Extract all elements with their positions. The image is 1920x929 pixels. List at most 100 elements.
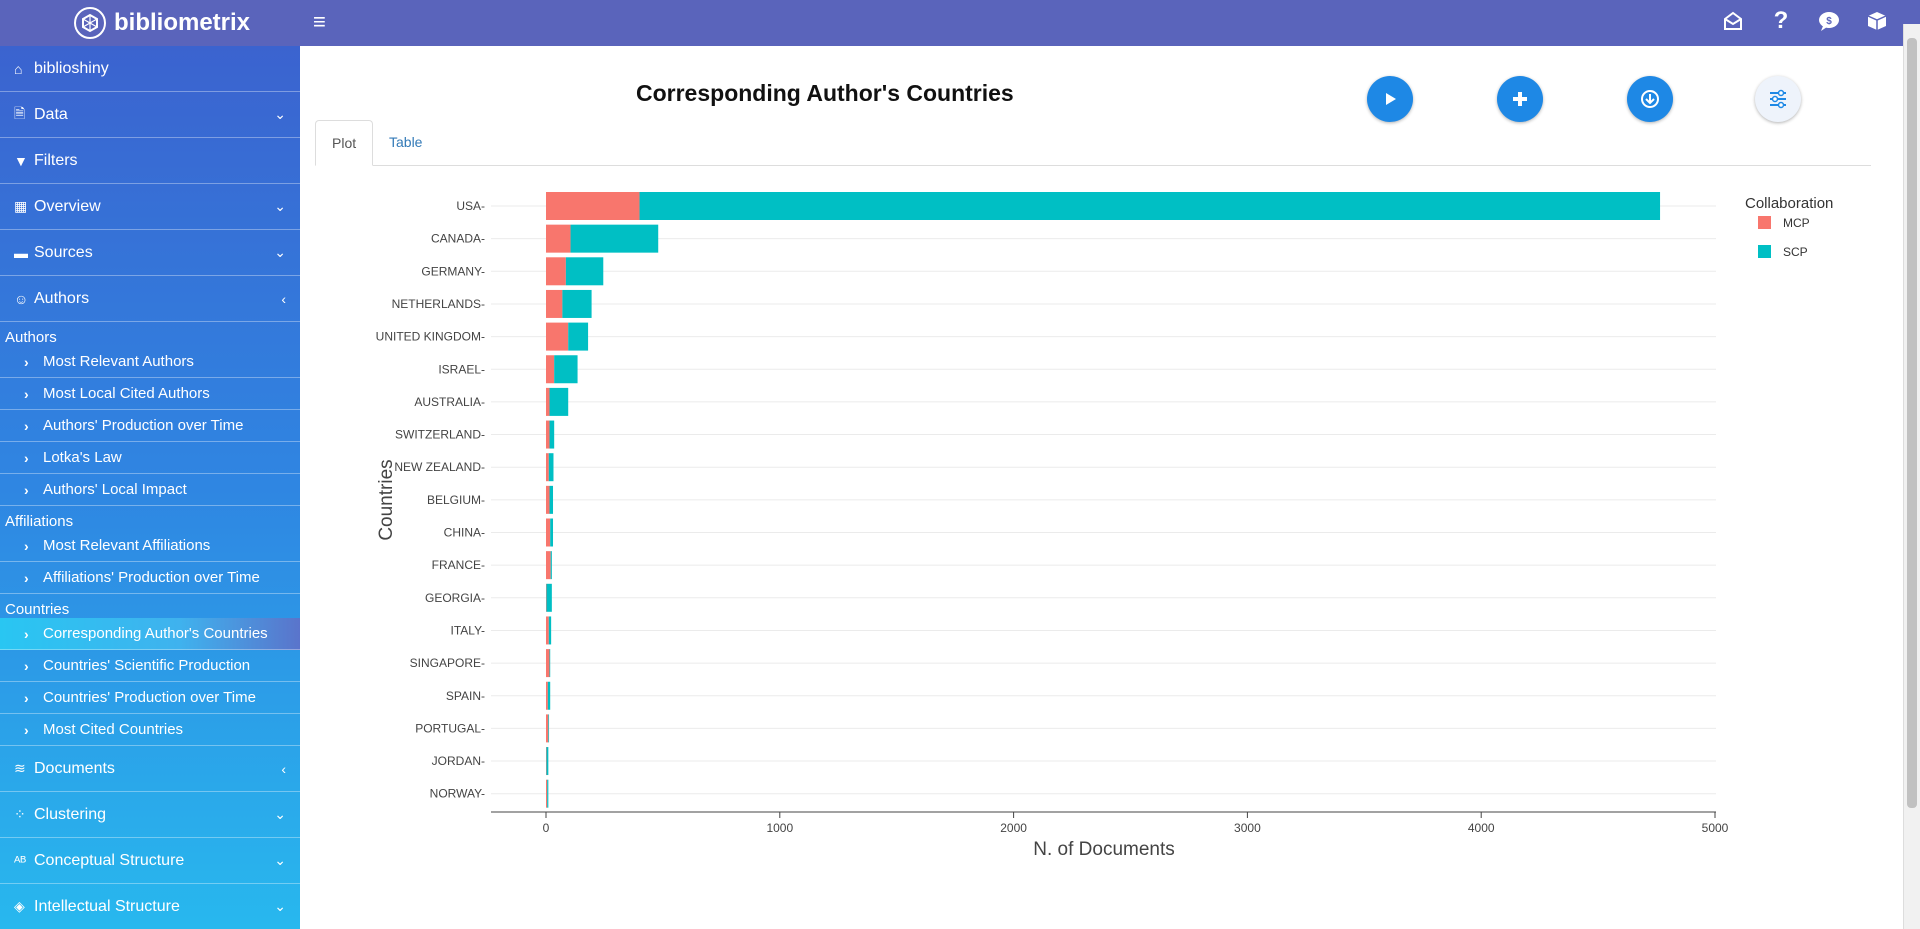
tab-table[interactable]: Table — [389, 134, 423, 150]
package-icon[interactable] — [1864, 8, 1890, 34]
sidebar-item-lotkas-law[interactable]: › Lotka's Law — [0, 442, 300, 474]
chevron-right-icon: › — [24, 625, 29, 642]
mail-icon[interactable] — [1720, 8, 1746, 34]
bar-scp — [547, 681, 551, 710]
plus-icon — [1513, 92, 1527, 106]
options-button[interactable] — [1755, 76, 1801, 122]
grid — [491, 205, 1716, 795]
sidebar-item-filters[interactable]: ▼ Filters — [0, 138, 300, 184]
sidebar-item-authors-production[interactable]: › Authors' Production over Time — [0, 410, 300, 442]
chevron-down-icon: ⌄ — [274, 852, 286, 868]
chevron-right-icon: › — [24, 721, 29, 738]
add-to-report-button[interactable] — [1497, 76, 1543, 122]
chevron-right-icon: › — [24, 481, 29, 498]
y-tick-label: USA- — [456, 199, 485, 213]
sidebar-item-countries-scientific-production[interactable]: › Countries' Scientific Production — [0, 650, 300, 682]
sidebar-item-label: Authors — [34, 289, 90, 307]
sliders-icon — [1770, 89, 1786, 109]
sidebar-item-biblioshiny[interactable]: ⌂ biblioshiny — [0, 46, 300, 92]
sidebar-item-conceptual-structure[interactable]: ᴬᴮ Conceptual Structure ⌄ — [0, 838, 300, 884]
sidebar-item-most-local-cited-authors[interactable]: › Most Local Cited Authors — [0, 378, 300, 410]
sidebar-item-most-relevant-authors[interactable]: › Most Relevant Authors — [0, 346, 300, 378]
sidebar-item-intellectual-structure[interactable]: ◈ Intellectual Structure ⌄ — [0, 884, 300, 929]
chevron-right-icon: › — [24, 417, 29, 434]
bar-scp — [546, 583, 552, 612]
sidebar-item-data[interactable]: 🗎 Data ⌄ — [0, 92, 300, 138]
bar-scp — [547, 779, 549, 808]
y-tick-label: GERMANY- — [421, 264, 485, 278]
help-icon[interactable]: ? — [1773, 7, 1789, 34]
bar-mcp — [546, 551, 551, 580]
chevron-left-icon: ‹ — [281, 290, 286, 307]
y-tick-label: SWITZERLAND- — [395, 428, 485, 442]
spell-check-icon: ᴬᴮ — [14, 852, 27, 869]
chevron-down-icon: ⌄ — [274, 198, 286, 214]
bar-scp — [562, 289, 592, 318]
brand[interactable]: bibliometrix — [74, 4, 250, 42]
y-axis-label: Countries — [376, 459, 397, 540]
scrollbar-thumb[interactable] — [1907, 38, 1917, 808]
y-tick-label: JORDAN- — [432, 754, 485, 768]
play-icon — [1386, 93, 1396, 105]
sidebar-item-overview[interactable]: ▦ Overview ⌄ — [0, 184, 300, 230]
sidebar-item-label: Authors' Local Impact — [43, 481, 187, 498]
bar-mcp — [546, 257, 566, 286]
legend-swatch-scp — [1758, 245, 1771, 258]
sidebar-item-label: Most Relevant Authors — [43, 353, 194, 370]
sidebar-item-label: Filters — [34, 151, 78, 169]
sidebar: ⌂ biblioshiny 🗎 Data ⌄ ▼ Filters ▦ Overv… — [0, 46, 300, 929]
sidebar-item-clustering[interactable]: ⁘ Clustering ⌄ — [0, 792, 300, 838]
y-tick-label: CANADA- — [431, 232, 485, 246]
x-tick-label: 5000 — [1702, 821, 1729, 835]
home-icon: ⌂ — [14, 60, 23, 77]
x-axis-ticks: 0 1000 2000 3000 4000 5000 — [543, 812, 1729, 835]
sidebar-item-most-relevant-affiliations[interactable]: › Most Relevant Affiliations — [0, 530, 300, 562]
bar-mcp — [546, 322, 569, 351]
bar-mcp — [546, 616, 549, 645]
sidebar-item-authors-local-impact[interactable]: › Authors' Local Impact — [0, 474, 300, 506]
donate-chat-icon[interactable]: $ — [1816, 8, 1842, 34]
page-scrollbar[interactable] — [1903, 24, 1920, 929]
bar-mcp — [546, 649, 550, 678]
y-tick-label: NORWAY- — [430, 787, 485, 801]
chevron-right-icon: › — [24, 449, 29, 466]
bar-scp — [548, 616, 552, 645]
bar-mcp — [546, 518, 551, 547]
y-tick-label: ISRAEL- — [438, 362, 485, 376]
brand-name: bibliometrix — [114, 9, 251, 36]
y-tick-label: SPAIN- — [446, 689, 485, 703]
tab-plot[interactable]: Plot — [315, 120, 374, 166]
sidebar-item-authors[interactable]: ☺ Authors ‹ — [0, 276, 300, 322]
sidebar-item-label: Most Local Cited Authors — [43, 385, 210, 402]
sidebar-item-affiliations-production[interactable]: › Affiliations' Production over Time — [0, 562, 300, 594]
download-button[interactable] — [1627, 76, 1673, 122]
sidebar-item-countries-production-time[interactable]: › Countries' Production over Time — [0, 682, 300, 714]
bar-scp — [570, 224, 659, 253]
run-button[interactable] — [1367, 76, 1413, 122]
sidebar-item-label: Most Relevant Affiliations — [43, 537, 211, 554]
bar-scp — [549, 420, 555, 449]
y-tick-label: NETHERLANDS- — [392, 297, 485, 311]
sidebar-item-label: Countries' Scientific Production — [43, 657, 251, 674]
x-tick-label: 1000 — [766, 821, 793, 835]
sidebar-item-corresponding-author-countries[interactable]: › Corresponding Author's Countries — [0, 618, 300, 650]
sidebar-item-sources[interactable]: ▬ Sources ⌄ — [0, 230, 300, 276]
x-tick-label: 3000 — [1234, 821, 1261, 835]
chevron-right-icon: › — [24, 385, 29, 402]
layers-icon: ≋ — [14, 760, 26, 776]
sidebar-item-documents[interactable]: ≋ Documents ‹ — [0, 746, 300, 792]
filter-icon: ▼ — [14, 152, 28, 169]
sidebar-item-most-cited-countries[interactable]: › Most Cited Countries — [0, 714, 300, 746]
sidebar-item-label: Authors' Production over Time — [43, 417, 244, 434]
legend-label-mcp: MCP — [1783, 216, 1810, 230]
bars — [546, 192, 1661, 808]
chevron-down-icon: ⌄ — [274, 898, 286, 914]
bar-scp — [549, 387, 569, 416]
bar-mcp — [546, 192, 640, 220]
sidebar-item-label: Affiliations' Production over Time — [43, 569, 260, 586]
bar-scp — [548, 714, 550, 743]
sidebar-toggle-icon[interactable]: ≡ — [313, 9, 326, 34]
chevron-right-icon: › — [24, 537, 29, 554]
top-navbar: bibliometrix ≡ ? $ — [0, 0, 1920, 46]
bar-scp — [565, 257, 604, 286]
